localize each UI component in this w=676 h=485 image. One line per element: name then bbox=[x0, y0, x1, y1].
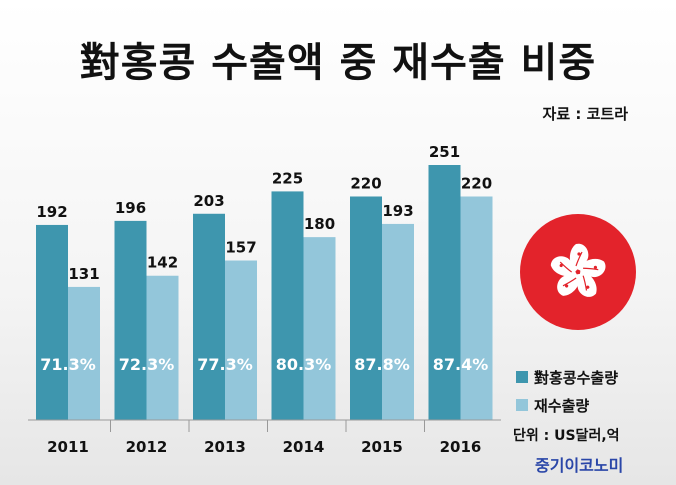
value-label-reexport: 131 bbox=[68, 265, 99, 283]
value-label-reexport: 220 bbox=[461, 174, 492, 192]
bar-reexport bbox=[303, 237, 336, 420]
value-label-export: 220 bbox=[350, 174, 381, 192]
value-label-export: 196 bbox=[115, 199, 146, 217]
bar-reexport bbox=[460, 196, 493, 420]
ratio-label: 77.3% bbox=[197, 355, 253, 374]
bar-reexport bbox=[146, 275, 179, 420]
value-label-reexport: 180 bbox=[304, 215, 335, 233]
legend-item-reexport: 재수출량 bbox=[516, 391, 618, 419]
value-label-export: 192 bbox=[36, 203, 67, 221]
legend: 對홍콩수출량 재수출량 bbox=[516, 363, 618, 419]
ratio-label: 71.3% bbox=[40, 355, 96, 374]
bar-export bbox=[350, 196, 382, 420]
legend-label-reexport: 재수출량 bbox=[534, 396, 590, 415]
legend-item-export: 對홍콩수출량 bbox=[516, 363, 618, 391]
legend-swatch-reexport bbox=[516, 399, 528, 411]
bar-export bbox=[428, 165, 461, 420]
x-tick-label: 2016 bbox=[440, 438, 482, 456]
bar-export bbox=[193, 213, 225, 420]
chart-title: 對홍콩 수출액 중 재수출 비중 bbox=[79, 40, 597, 86]
value-label-export: 225 bbox=[272, 169, 303, 187]
bar-reexport bbox=[225, 260, 257, 420]
legend-swatch-export bbox=[516, 371, 528, 383]
x-tick-label: 2011 bbox=[47, 438, 89, 456]
x-tick-label: 2013 bbox=[204, 438, 246, 456]
x-tick-label: 2014 bbox=[283, 438, 325, 456]
bar-export bbox=[271, 191, 304, 420]
brand-logo: 중기이코노미 bbox=[535, 456, 624, 475]
value-label-export: 251 bbox=[429, 143, 460, 161]
source-note: 자료 : 코트라 bbox=[542, 105, 628, 123]
x-tick-label: 2015 bbox=[361, 438, 403, 456]
bar-export bbox=[114, 220, 147, 420]
hong-kong-flag-icon bbox=[520, 214, 636, 330]
ratio-label: 72.3% bbox=[119, 355, 175, 374]
ratio-label: 87.8% bbox=[354, 355, 410, 374]
bar-reexport bbox=[382, 223, 414, 420]
legend-label-export: 對홍콩수출량 bbox=[534, 368, 619, 387]
value-label-export: 203 bbox=[193, 192, 224, 210]
unit-note: 단위 : US달러,억 bbox=[513, 428, 620, 444]
ratio-label: 80.3% bbox=[276, 355, 332, 374]
bar-export bbox=[36, 224, 68, 420]
value-label-reexport: 142 bbox=[147, 254, 178, 272]
ratio-label: 87.4% bbox=[433, 355, 489, 374]
x-tick-label: 2012 bbox=[126, 438, 168, 456]
bar-reexport bbox=[68, 286, 100, 420]
value-label-reexport: 193 bbox=[382, 202, 413, 220]
value-label-reexport: 157 bbox=[225, 238, 256, 256]
